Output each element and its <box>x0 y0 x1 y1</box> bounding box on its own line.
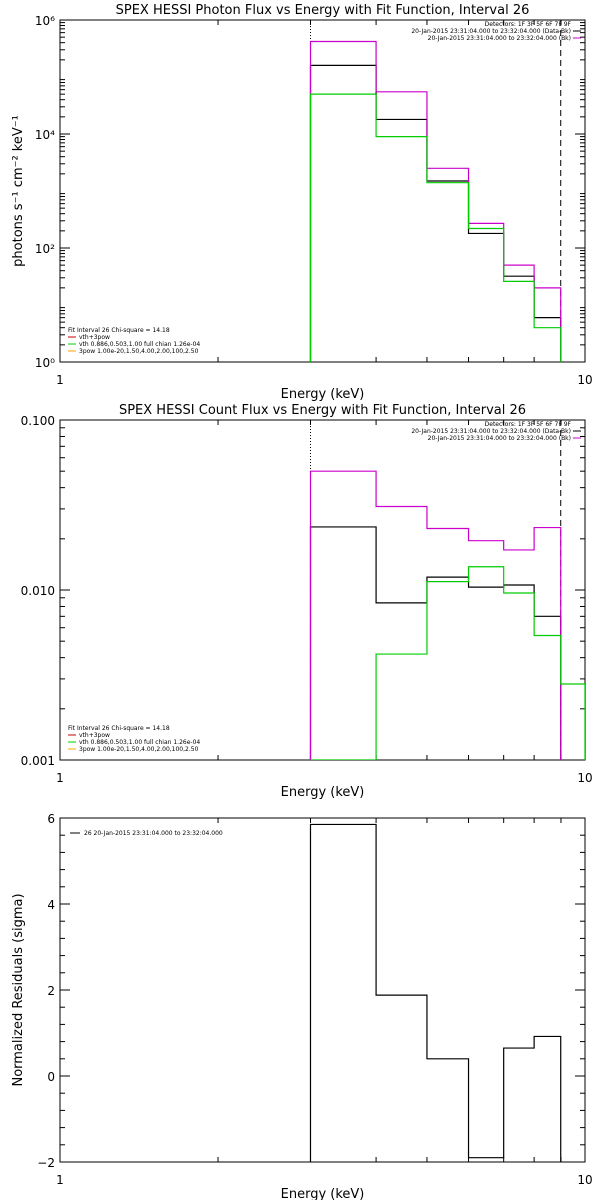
series-2-step-line <box>309 470 562 760</box>
series-3-step-line <box>309 93 562 362</box>
info-line: Detectors: 1F 3F 5F 6F 7F 9F <box>485 21 572 28</box>
y-tick-label: 6 <box>47 812 55 826</box>
chart-title: SPEX HESSI Photon Flux vs Energy with Fi… <box>116 3 530 18</box>
panel-2: 1 10 0.001 0.010 0.100 SPEX HESSI Count Flux … <box>21 403 593 800</box>
fit-legend-text: 3pow 1.00e-20,1.50,4.00,2.00,100,2.50 <box>79 348 199 355</box>
panel-1: 1 10 10⁰ 10² 10⁴ 10⁶ SPEX HESSI Photon Flux vs… <box>11 3 593 402</box>
info-line: 20-Jan-2015 23:31:04.000 to 23:32:04.000… <box>411 28 571 35</box>
series-2-step-line <box>309 40 562 362</box>
series-1-step-line <box>309 64 562 362</box>
y-axis-label: Normalized Residuals (sigma) <box>11 893 26 1086</box>
plot-frame <box>59 817 586 1163</box>
x-axis-label: Energy (keV) <box>281 785 365 800</box>
series-1-step-line <box>309 526 562 760</box>
series-1-step-line <box>309 823 562 1162</box>
plot-frame <box>59 19 586 363</box>
series-3-step-line <box>310 566 585 760</box>
y-tick-label: −2 <box>37 1156 55 1170</box>
y-tick-label: 10⁶ <box>35 14 55 28</box>
fit-legend-text: vth+3pow <box>79 732 110 739</box>
x-axis-label: Energy (keV) <box>281 1187 365 1200</box>
y-tick-label: 10⁴ <box>35 128 55 142</box>
fit-legend-text: vth+3pow <box>79 334 110 341</box>
fit-legend-text: Fit Interval 26 Chi-square = 14.18 <box>68 327 170 334</box>
y-tick-label: 0.001 <box>21 754 55 768</box>
y-tick-label: 2 <box>47 984 55 998</box>
fit-legend-text: vth 0.886,0.503,1.00 full chian 1.26e-04 <box>79 739 200 746</box>
x-axis-label: Energy (keV) <box>281 387 365 402</box>
y-tick-label: 0 <box>47 1070 55 1084</box>
y-tick-label: 10⁰ <box>35 356 55 370</box>
x-tick-label: 10 <box>577 1173 592 1187</box>
info-line: 20-Jan-2015 23:31:04.000 to 23:32:04.000… <box>411 428 571 435</box>
x-tick-label: 10 <box>577 771 592 785</box>
fit-legend-text: vth 0.886,0.503,1.00 full chian 1.26e-04 <box>79 341 200 348</box>
x-tick-label: 1 <box>56 373 64 387</box>
x-tick-label: 1 <box>56 1173 64 1187</box>
info-line: 20-Jan-2015 23:31:04.000 to 23:32:04.000… <box>428 35 571 42</box>
y-tick-label: 10² <box>35 242 55 256</box>
info-line: Detectors: 1F 3F 5F 6F 7F 9F <box>485 421 572 428</box>
y-axis-label: photons s⁻¹ cm⁻² keV⁻¹ <box>11 115 26 267</box>
fit-legend-text: 3pow 1.00e-20,1.50,4.00,2.00,100,2.50 <box>79 746 199 753</box>
chart-title: SPEX HESSI Count Flux vs Energy with Fit… <box>119 403 526 418</box>
legend-entry: 26 20-Jan-2015 23:31:04.000 to 23:32:04.… <box>84 830 223 837</box>
panel-3: 1 10 −2 0 2 4 6 Energy (keV) Normalized Residual… <box>11 812 593 1200</box>
x-tick-label: 10 <box>577 373 592 387</box>
y-tick-label: 4 <box>47 898 55 912</box>
y-tick-label: 0.100 <box>21 414 55 428</box>
x-tick-label: 1 <box>56 771 64 785</box>
fit-legend-text: Fit Interval 26 Chi-square = 14.18 <box>68 725 170 732</box>
y-tick-label: 0.010 <box>21 584 55 598</box>
info-line: 20-Jan-2015 23:31:04.000 to 23:32:04.000… <box>428 435 571 442</box>
